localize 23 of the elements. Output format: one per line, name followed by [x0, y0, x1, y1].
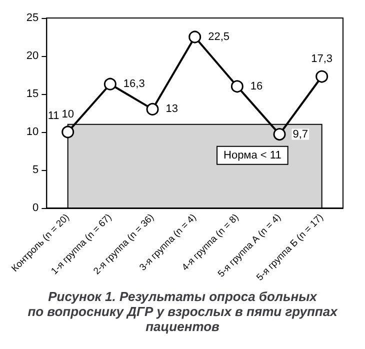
point	[230, 80, 244, 93]
y-tick-label: 10	[26, 126, 39, 138]
y-tick-label: 0	[32, 202, 39, 214]
data-label: 16	[250, 80, 263, 92]
point	[146, 102, 159, 116]
y-tick-label: 25	[26, 12, 39, 24]
point	[62, 126, 74, 138]
point	[104, 78, 116, 90]
point	[188, 30, 202, 44]
annotation: 11	[48, 110, 60, 122]
data-label: 10	[62, 108, 74, 120]
band-label: Норма < 11	[224, 149, 282, 162]
y-tick-label: 15	[26, 88, 39, 100]
point	[316, 70, 328, 83]
data-label: 16,3	[123, 78, 145, 90]
text: Рисунок 1. Результаты опроса больных по вопроснику ДГР у взрослых в пяти группах пациентов	[28, 289, 338, 334]
y-tick-label: 5	[32, 164, 39, 176]
data-label: 17,3	[311, 52, 333, 65]
data-label: 9,7	[292, 128, 308, 140]
data-label: 13	[166, 103, 178, 116]
data-label: 22,5	[208, 31, 230, 43]
y-tick-label: 20	[26, 50, 39, 62]
point	[273, 128, 286, 141]
